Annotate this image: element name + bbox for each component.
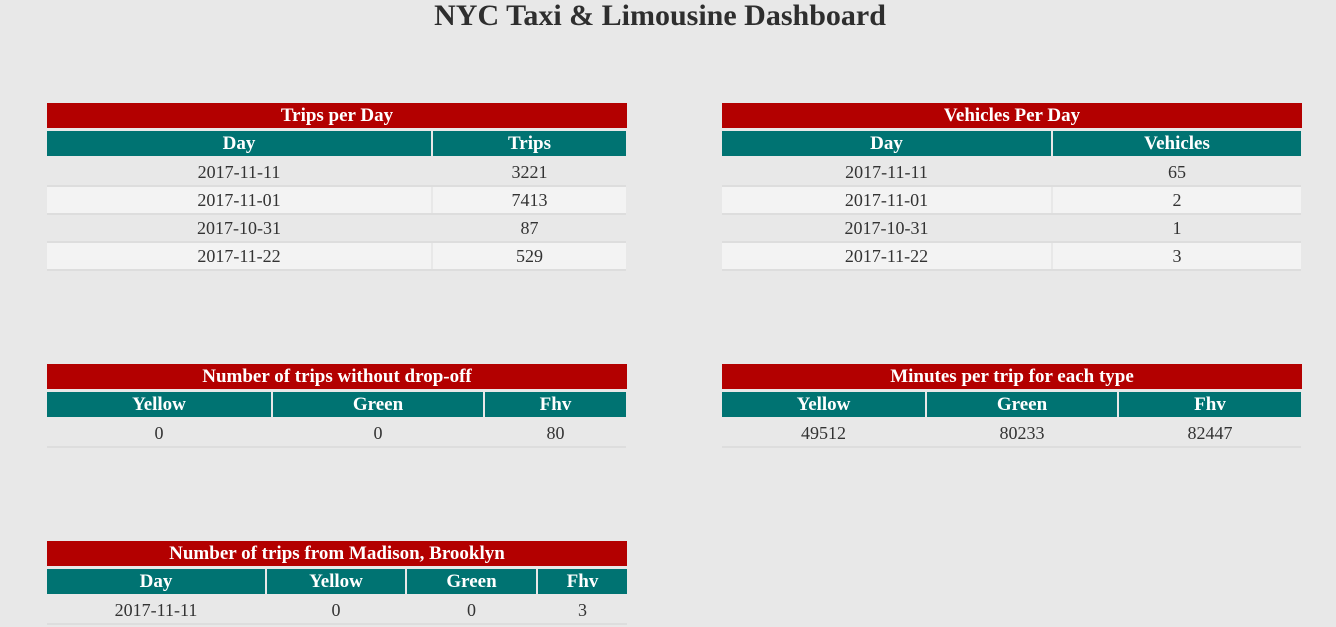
column-header-day[interactable]: Day: [47, 569, 267, 597]
column-header-day[interactable]: Day: [722, 131, 1053, 159]
trips-per-day-table: Day Trips 2017-11-11 3221 2017-11-01 741…: [47, 131, 626, 271]
column-header-trips[interactable]: Trips: [432, 131, 626, 159]
trips-from-madison-panel: Number of trips from Madison, Brooklyn D…: [47, 541, 627, 625]
trips-from-madison-title: Number of trips from Madison, Brooklyn: [47, 541, 627, 566]
vehicles-per-day-title: Vehicles Per Day: [722, 103, 1302, 128]
minutes-per-trip-panel: Minutes per trip for each type Yellow Gr…: [722, 364, 1302, 448]
cell-yellow: 0: [266, 595, 407, 625]
cell-day: 2017-11-01: [47, 186, 433, 215]
cell-trips: 3221: [432, 157, 626, 187]
table-header-row: Day Vehicles: [722, 131, 1301, 159]
vehicles-per-day-table: Day Vehicles 2017-11-11 65 2017-11-01 2 …: [722, 131, 1301, 271]
cell-green: 0: [406, 595, 538, 625]
column-header-green[interactable]: Green: [406, 569, 538, 597]
table-row: 0 0 80: [47, 418, 626, 448]
table-row: 2017-11-11 3221: [47, 157, 626, 187]
table-row: 2017-11-11 0 0 3: [47, 595, 627, 625]
cell-day: 2017-10-31: [722, 214, 1053, 243]
cell-fhv: 3: [537, 595, 627, 625]
column-header-vehicles[interactable]: Vehicles: [1052, 131, 1301, 159]
table-header-row: Yellow Green Fhv: [47, 392, 626, 420]
table-row: 2017-11-11 65: [722, 157, 1301, 187]
cell-day: 2017-11-11: [722, 157, 1053, 187]
cell-fhv: 80: [484, 418, 626, 448]
cell-trips: 529: [432, 242, 626, 271]
cell-day: 2017-11-22: [722, 242, 1053, 271]
column-header-green[interactable]: Green: [272, 392, 485, 420]
column-header-fhv[interactable]: Fhv: [537, 569, 627, 597]
table-row: 2017-11-01 2: [722, 186, 1301, 215]
cell-day: 2017-10-31: [47, 214, 433, 243]
column-header-yellow[interactable]: Yellow: [47, 392, 273, 420]
column-header-day[interactable]: Day: [47, 131, 433, 159]
cell-day: 2017-11-01: [722, 186, 1053, 215]
minutes-per-trip-table: Yellow Green Fhv 49512 80233 82447: [722, 392, 1301, 448]
trips-per-day-title: Trips per Day: [47, 103, 627, 128]
table-header-row: Yellow Green Fhv: [722, 392, 1301, 420]
table-row: 2017-11-22 529: [47, 242, 626, 271]
column-header-fhv[interactable]: Fhv: [484, 392, 626, 420]
cell-vehicles: 1: [1052, 214, 1301, 243]
table-header-row: Day Trips: [47, 131, 626, 159]
table-row: 2017-10-31 1: [722, 214, 1301, 243]
table-row: 49512 80233 82447: [722, 418, 1301, 448]
cell-green: 0: [272, 418, 485, 448]
trips-without-dropoff-title: Number of trips without drop-off: [47, 364, 627, 389]
table-row: 2017-10-31 87: [47, 214, 626, 243]
cell-vehicles: 3: [1052, 242, 1301, 271]
table-row: 2017-11-01 7413: [47, 186, 626, 215]
table-row: 2017-11-22 3: [722, 242, 1301, 271]
cell-yellow: 0: [47, 418, 273, 448]
vehicles-per-day-panel: Vehicles Per Day Day Vehicles 2017-11-11…: [722, 103, 1302, 271]
cell-fhv: 82447: [1118, 418, 1301, 448]
table-header-row: Day Yellow Green Fhv: [47, 569, 627, 597]
trips-without-dropoff-table: Yellow Green Fhv 0 0 80: [47, 392, 626, 448]
cell-trips: 87: [432, 214, 626, 243]
column-header-green[interactable]: Green: [926, 392, 1119, 420]
cell-yellow: 49512: [722, 418, 927, 448]
trips-from-madison-table: Day Yellow Green Fhv 2017-11-11 0 0 3: [47, 569, 627, 625]
trips-per-day-panel: Trips per Day Day Trips 2017-11-11 3221 …: [47, 103, 627, 271]
cell-day: 2017-11-11: [47, 595, 267, 625]
column-header-fhv[interactable]: Fhv: [1118, 392, 1301, 420]
minutes-per-trip-title: Minutes per trip for each type: [722, 364, 1302, 389]
cell-day: 2017-11-11: [47, 157, 433, 187]
column-header-yellow[interactable]: Yellow: [722, 392, 927, 420]
page-title: NYC Taxi & Limousine Dashboard: [434, 0, 886, 32]
cell-vehicles: 65: [1052, 157, 1301, 187]
cell-vehicles: 2: [1052, 186, 1301, 215]
trips-without-dropoff-panel: Number of trips without drop-off Yellow …: [47, 364, 627, 448]
column-header-yellow[interactable]: Yellow: [266, 569, 407, 597]
cell-day: 2017-11-22: [47, 242, 433, 271]
cell-trips: 7413: [432, 186, 626, 215]
cell-green: 80233: [926, 418, 1119, 448]
